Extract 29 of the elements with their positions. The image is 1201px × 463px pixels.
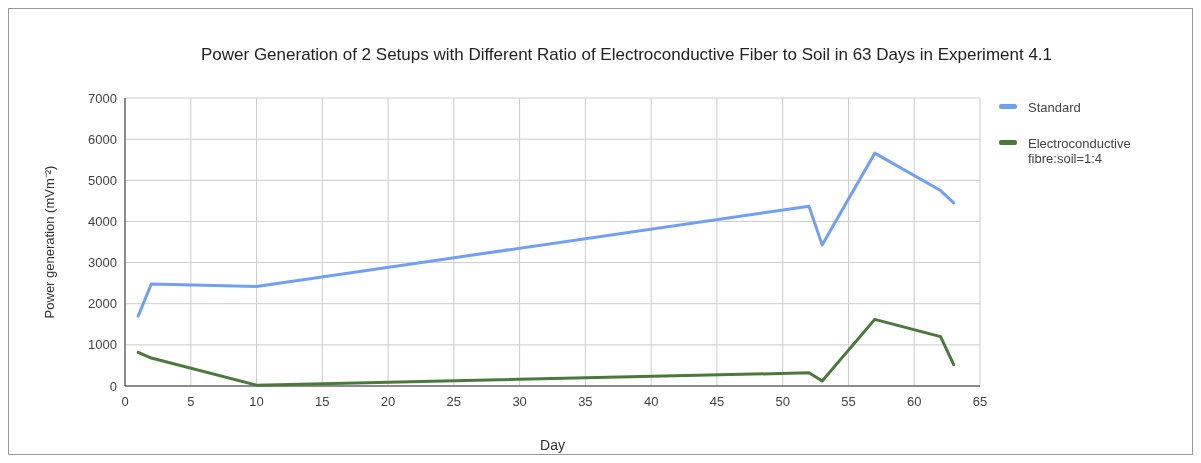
x-tick-label: 30 [512,394,527,409]
x-tick-label: 50 [775,394,790,409]
chart-title: Power Generation of 2 Setups with Different Ratio of Electroconductive Fiber to Soil in 63 Days in Experiment 4.1 [200,45,1053,64]
y-tick-label: 4000 [88,213,117,229]
y-tick-label: 2000 [88,296,117,312]
y-tick-label: 7000 [88,90,117,106]
y-tick-label: 6000 [88,131,117,147]
legend-label: Standard [1028,99,1081,115]
y-tick-label: 3000 [88,255,117,271]
x-tick-label: 40 [643,394,659,409]
y-axis-title: Power generation (mVm⁻²) [42,165,57,319]
y-tick-label: 0 [109,378,117,394]
x-tick-label: 45 [709,394,725,409]
x-tick-label: 60 [907,394,922,409]
x-axis-title: Day [540,437,565,453]
y-tick-label: 1000 [88,337,117,353]
y-tick-label: 5000 [88,172,117,188]
line-series [136,317,956,387]
x-tick-label: 25 [446,394,462,409]
x-tick-label: 0 [121,394,129,409]
x-tick-label: 55 [841,394,856,409]
x-tick-label: 5 [187,394,195,409]
x-tick-label: 65 [972,394,988,409]
legend-label: Electroconductive fibre:soil=1:4 [1028,135,1131,167]
x-tick-label: 35 [578,394,593,409]
x-tick-label: 10 [249,394,264,409]
line-series [136,151,956,318]
x-tick-label: 20 [380,394,396,409]
x-tick-label: 15 [315,394,330,409]
